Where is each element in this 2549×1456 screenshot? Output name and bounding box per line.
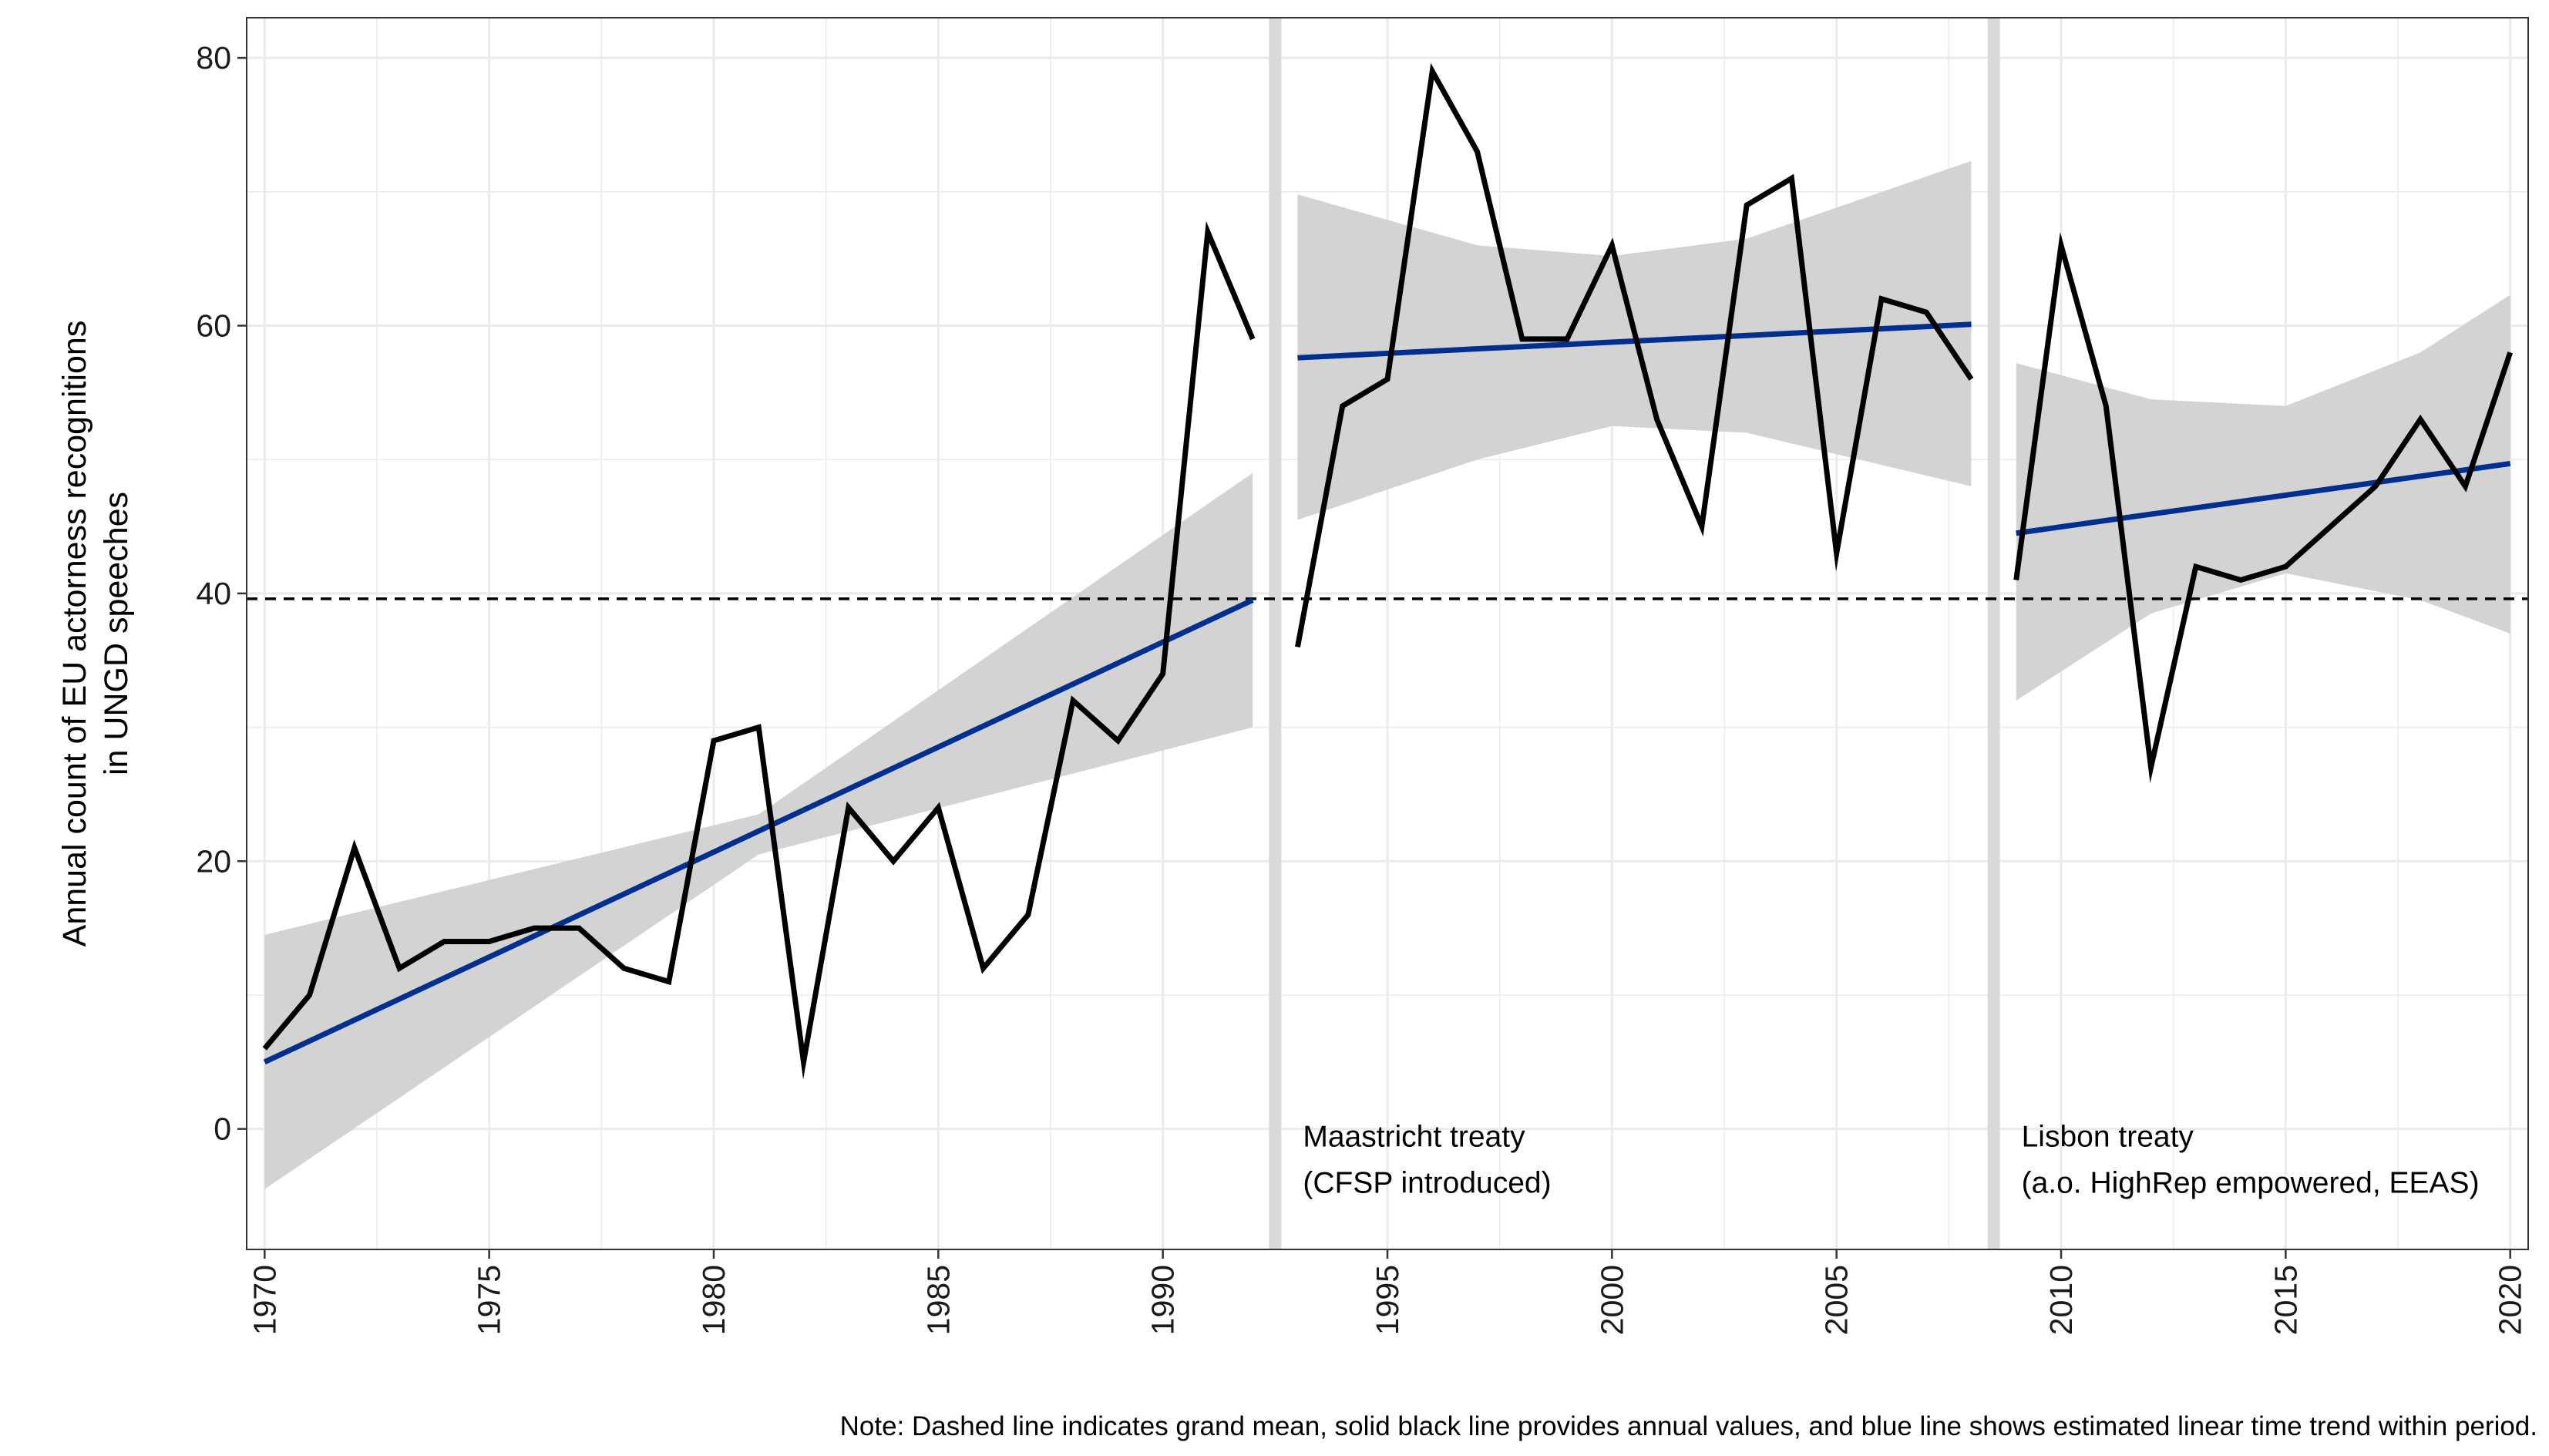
- x-tick-label: 1985: [920, 1265, 956, 1335]
- annual-line-period-3: [2013, 231, 2514, 784]
- x-tick-label: 2020: [2493, 1265, 2528, 1335]
- y-axis-title-line: in UNGD speeches: [98, 492, 135, 775]
- x-tick-label: 2005: [1819, 1265, 1855, 1335]
- x-tick-label: 1970: [247, 1265, 282, 1335]
- event-label-line: Lisbon treaty: [2022, 1121, 2194, 1154]
- event-bar-1: [1269, 18, 1282, 1249]
- chart-note: Note: Dashed line indicates grand mean, …: [840, 1411, 2537, 1441]
- annual-line-period-1: [262, 220, 1256, 1080]
- event-label-1: Maastricht treaty (CFSP introduced): [1303, 1121, 1551, 1200]
- x-axis: 1970 1975 1980 1985 1990 1995 2000 2005 2010 2015…: [247, 1249, 2528, 1335]
- event-label-line: Maastricht treaty: [1303, 1121, 1525, 1154]
- y-tick-label: 60: [196, 308, 231, 344]
- x-tick-label: 2015: [2268, 1265, 2303, 1335]
- event-label-line: (CFSP introduced): [1303, 1167, 1551, 1200]
- x-tick-label: 1995: [1370, 1265, 1405, 1335]
- event-bar-2: [1987, 18, 2000, 1249]
- y-tick-label: 80: [196, 40, 231, 76]
- y-axis: 0 20 40 60 80: [196, 40, 247, 1147]
- y-axis-title-line: Annual count of EU actorness recognition…: [56, 321, 93, 947]
- event-labels: Maastricht treaty (CFSP introduced) Lisbon…: [1303, 1121, 2479, 1200]
- trend-line-period-3: [2016, 460, 2511, 536]
- y-tick-label: 40: [196, 576, 231, 611]
- event-markers: [1269, 18, 2000, 1249]
- event-label-line: (a.o. HighRep empowered, EEAS): [2022, 1167, 2480, 1200]
- x-tick-label: 1975: [472, 1265, 507, 1335]
- trend-line-period-1: [263, 597, 1254, 1064]
- y-tick-label: 20: [196, 843, 231, 879]
- x-tick-label: 2010: [2043, 1265, 2079, 1335]
- y-tick-label: 0: [214, 1111, 231, 1147]
- event-label-2: Lisbon treaty (a.o. HighRep empowered, EE…: [2022, 1121, 2480, 1200]
- annual-line-period-2: [1295, 62, 1974, 648]
- x-tick-label: 2000: [1594, 1265, 1629, 1335]
- x-tick-label: 1980: [696, 1265, 731, 1335]
- y-axis-title: Annual count of EU actorness recognition…: [56, 321, 135, 947]
- annual-lines: [262, 62, 2514, 1080]
- x-tick-label: 1990: [1145, 1265, 1181, 1335]
